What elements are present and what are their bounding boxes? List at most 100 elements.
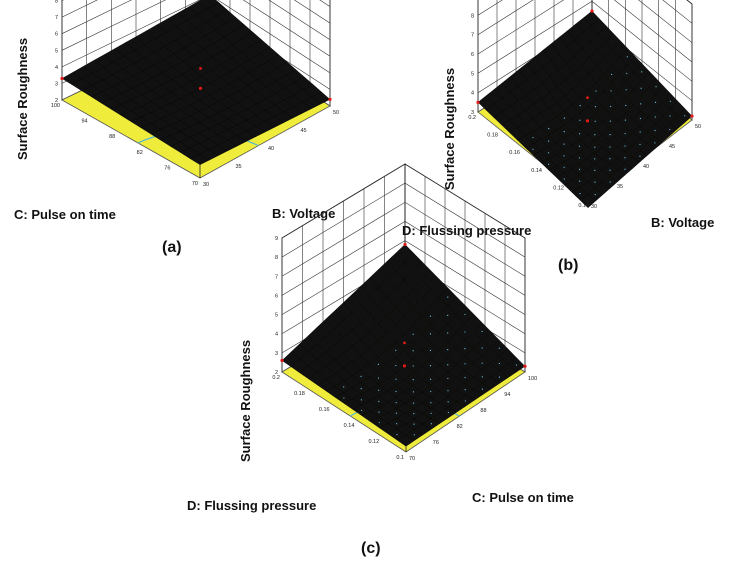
y-tick-label: 50 [333,110,339,116]
z-tick-label: 7 [275,274,278,280]
surface-mesh-dot [563,131,565,133]
surface-mesh-dot [515,364,518,366]
surface-mesh-dot [447,364,449,366]
z-tick-label: 6 [55,32,58,38]
surface-mesh-dot [563,155,565,157]
z-tick-label: 7 [471,33,474,39]
surface-mesh-dot [464,348,466,350]
y-tick-label: 94 [504,392,510,398]
wall-gridline [686,0,693,5]
surface-mesh-dot [639,143,641,146]
design-point [590,9,594,13]
surface-mesh-dot [639,155,641,157]
surface-mesh-dot [498,347,500,349]
surface-mesh-dot [640,87,642,89]
surface-mesh-dot [447,332,449,334]
design-point [60,76,64,81]
surface-mesh-dot [430,390,432,393]
design-point [402,364,407,368]
surface-mesh-dot [624,132,626,135]
surface-mesh-dot [624,157,626,159]
z-tick-label: 3 [275,351,278,357]
surface-mesh-dot [395,364,397,367]
design-point [476,100,480,104]
surface-mesh-dot [481,388,484,390]
surface-mesh-dot [447,348,449,351]
design-point [328,97,332,101]
surface-mesh-dot [563,178,565,180]
panel-a: 2345678910094888276703035404550 Surface … [14,0,339,256]
surface-mesh-dot [594,158,596,160]
surface-mesh-dot [395,378,397,380]
surface-mesh-dot [377,377,380,379]
z-tick-label: 6 [275,293,278,299]
x-tick-label: 0.1 [578,203,586,209]
surface-mesh-dot [360,399,362,401]
design-point [523,364,527,368]
surface-mesh-dot [429,378,432,380]
surface-mesh-dot [360,388,362,390]
panel-c-caption: (c) [361,540,381,557]
surface-mesh-dot [609,169,611,171]
surface-mesh-dot [547,140,550,142]
y-tick-label: 30 [203,182,209,188]
surface-mesh-dot [609,146,611,148]
surface-mesh-dot [413,423,415,425]
panel-b-xlabel: D: Flussing pressure [402,223,531,238]
y-tick-label: 40 [268,146,274,152]
surface-mesh-dot [579,105,581,107]
design-point [403,341,406,345]
z-tick-label: 9 [275,236,278,242]
surface-mesh-dot [609,158,611,160]
surface-mesh-dot [611,73,613,76]
panel-b-caption: (b) [558,257,578,274]
surface-mesh-dot [464,331,466,333]
surface-mesh-dot [654,101,657,103]
panel-c: 2 3 4 5 6 7 8 9 0.2 0.18 0.16 0.14 0.12 0.1 70 76 82 88 94… [187,163,574,557]
surface-mesh-dot [579,192,581,195]
surface-mesh-dot [378,421,380,424]
surface-mesh-dot [360,375,362,377]
surface-mesh-dot [481,330,483,333]
surface-mesh-dot [609,181,611,183]
surface-mesh-dot [563,143,565,145]
surface-mesh-dot [655,86,657,88]
surface-mesh-dot [579,133,581,135]
surface-mesh-dot [594,106,597,108]
surface-mesh-dot [624,145,626,147]
surface-mesh-dot [579,119,581,121]
surface-mesh-dot [639,131,641,133]
design-point [690,114,694,118]
z-tick-label: 8 [275,255,278,261]
y-tick-label: 76 [433,440,439,446]
panel-a-ylabel: B: Voltage [272,206,335,221]
surface-mesh-dot [447,377,449,380]
x-tick-label: 0.2 [272,375,280,381]
surface-mesh-dot [532,148,534,150]
y-tick-label: 50 [695,124,701,130]
y-tick-label: 45 [669,144,675,150]
surface-mesh-dot [412,333,414,335]
y-tick-label: 35 [236,164,242,170]
surface-mesh-dot [498,376,501,378]
surface-mesh-dot [395,349,397,351]
panel-c-ylabel: C: Pulse on time [472,490,574,505]
x-tick-label: 0.18 [294,391,305,397]
surface-mesh-dot [609,133,611,136]
surface-mesh-dot [594,169,596,171]
surface-mesh-dot [641,71,643,73]
y-tick-label: 35 [617,184,623,190]
surface-mesh-dot [625,89,627,91]
x-tick-label: 0.16 [509,150,520,156]
x-tick-label: 0.12 [368,439,379,445]
design-point [585,119,590,123]
surface-mesh-dot [429,315,432,317]
z-tick-label: 5 [275,313,278,319]
surface-mesh-dot [669,128,671,131]
design-point [280,358,284,363]
x-tick-label: 70 [192,181,198,187]
surface-mesh-dot [377,363,380,365]
y-tick-label: 45 [301,128,307,134]
surface-mesh-dot [548,163,550,165]
